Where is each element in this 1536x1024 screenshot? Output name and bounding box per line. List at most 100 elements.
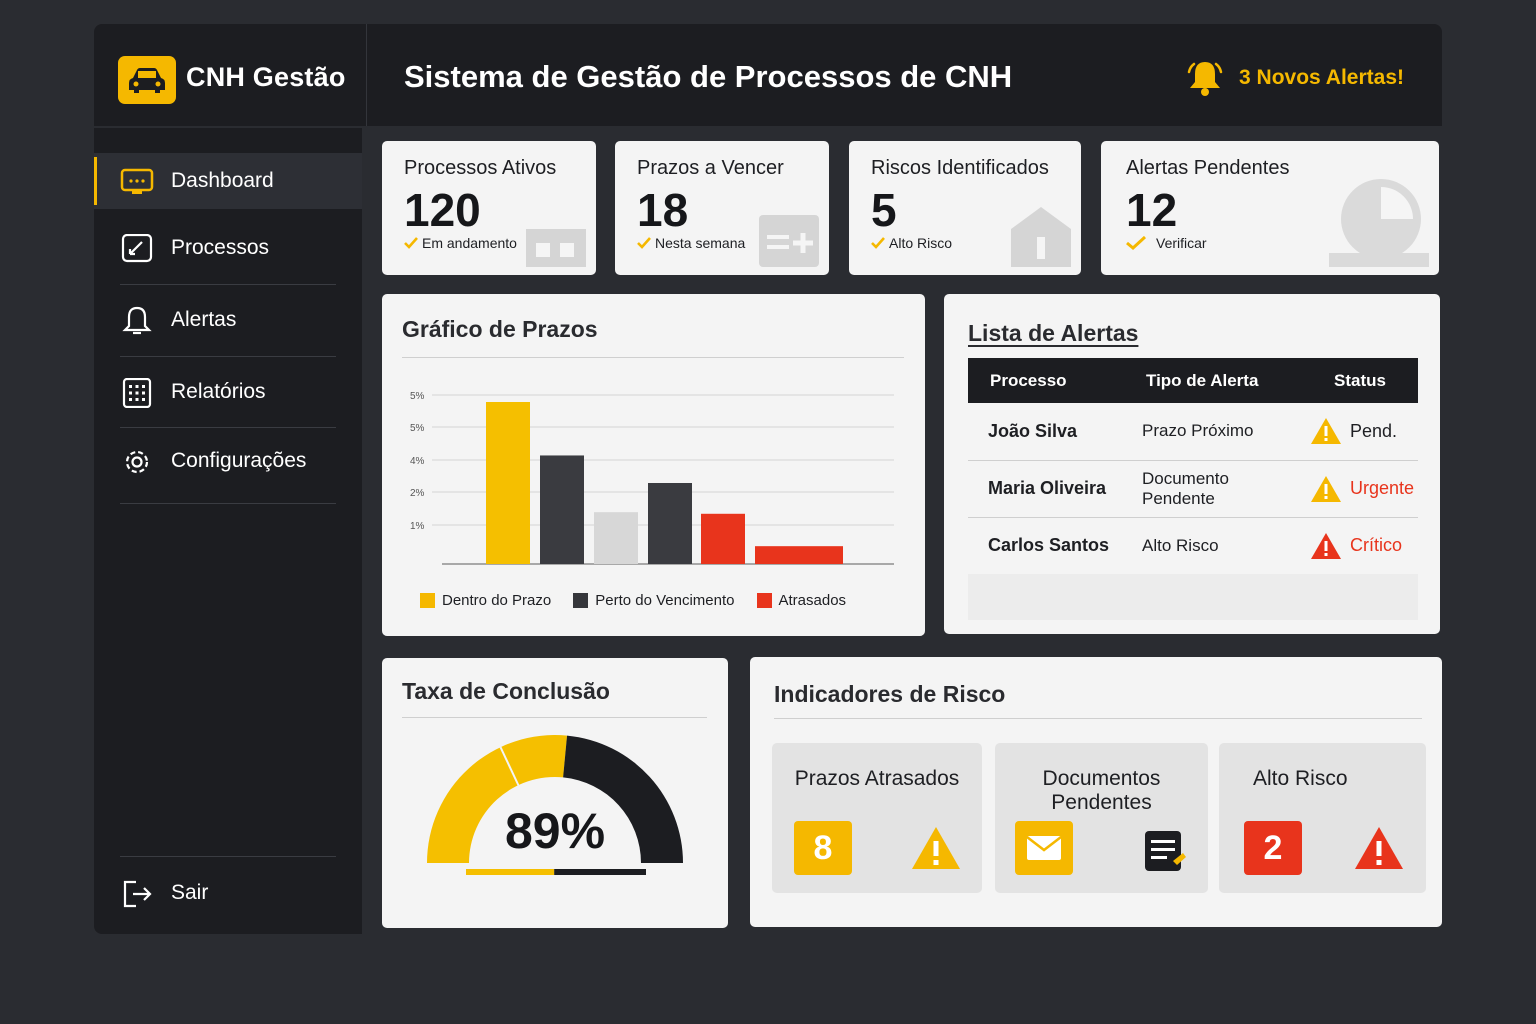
gauge-remaining-arc (563, 735, 683, 863)
stat-card-alertas-pendentes: Alertas Pendentes 12 Verificar (1101, 141, 1439, 275)
legend-label: Dentro do Prazo (442, 592, 552, 609)
risk-card-documentos-pendentes[interactable]: Documentos Pendentes (995, 743, 1208, 893)
sidebar-item-configuracoes[interactable]: Configurações (94, 433, 362, 489)
sidebar-item-processos[interactable]: Processos (94, 220, 362, 276)
sidebar: Dashboard Processos Alertas Relatórios (94, 128, 362, 934)
sidebar-item-alertas[interactable]: Alertas (94, 292, 362, 348)
y-tick-label: 1% (410, 521, 425, 532)
risk-panel: Indicadores de Risco Prazos Atrasados 8 … (750, 657, 1442, 927)
status-cell: Urgente (1292, 460, 1418, 518)
chart-bar[interactable] (701, 513, 745, 564)
legend-item: Atrasados (756, 592, 846, 609)
chart-bar[interactable] (594, 512, 638, 564)
critical-warning-icon (1355, 827, 1403, 869)
chart-bar[interactable] (486, 402, 530, 564)
risk-count-badge: 2 (1244, 821, 1302, 875)
stat-subtitle-text: Alto Risco (889, 235, 953, 251)
nav-divider (120, 427, 336, 428)
sidebar-item-dashboard[interactable]: Dashboard (94, 153, 362, 209)
chart-legend: Dentro do Prazo Perto do Vencimento Atra… (420, 592, 846, 609)
alerts-list-title: Lista de Alertas (968, 320, 1139, 346)
calendar-plus-icon (759, 215, 819, 267)
completion-title: Taxa de Conclusão (402, 678, 610, 704)
gauge-filled-arc (427, 735, 568, 863)
status-cell: Crítico (1292, 517, 1418, 575)
stat-value: 5 (871, 184, 897, 236)
alerts-table: Processo Tipo de Alerta Status João Silv… (968, 358, 1418, 575)
alerts-list-panel: Lista de Alertas Processo Tipo de Alerta… (944, 294, 1440, 634)
alerts-notification[interactable]: 3 Novos Alertas! (1185, 58, 1404, 98)
sidebar-item-label: Dashboard (171, 169, 274, 192)
y-tick-label: 5% (410, 391, 425, 402)
stat-subtitle-text: Verificar (1156, 235, 1207, 251)
stat-card-processos-ativos: Processos Ativos 120 Em andamento (382, 141, 596, 275)
alert-type-cell: Documento Pendente (1120, 460, 1292, 518)
y-tick-label: 5% (410, 423, 425, 434)
completion-panel: Taxa de Conclusão 89% (382, 658, 728, 928)
nav-divider (120, 856, 336, 857)
nav-divider (120, 503, 336, 504)
building-icon (526, 229, 586, 267)
brand-name: CNH Gestão (186, 62, 346, 92)
check-icon (637, 237, 651, 249)
chart-bar[interactable] (540, 455, 584, 564)
stat-value: 12 (1126, 184, 1178, 236)
house-shield-icon (1011, 207, 1071, 267)
gauge-divider (499, 746, 521, 788)
chart-bar[interactable] (648, 483, 692, 564)
sidebar-item-label: Alertas (171, 308, 237, 331)
risk-card-alto-risco[interactable]: Alto Risco 2 (1219, 743, 1426, 893)
stat-subtitle: Alto Risco (871, 235, 952, 251)
document-note-icon (1145, 831, 1186, 871)
progress-bar-track (554, 869, 646, 875)
table-row[interactable]: João Silva Prazo Próximo Pend. (968, 403, 1418, 461)
table-row[interactable]: Maria Oliveira Documento Pendente Urgent… (968, 460, 1418, 518)
alert-type-cell: Alto Risco (1120, 517, 1292, 575)
progress-bar-fill (466, 869, 555, 875)
stat-title: Processos Ativos (404, 157, 557, 179)
sidebar-item-label: Relatórios (171, 380, 266, 403)
legend-item: Perto do Vencimento (573, 592, 735, 609)
check-icon (1126, 236, 1146, 250)
processos-icon (120, 234, 154, 264)
warning-icon (1311, 418, 1341, 445)
logout-button[interactable]: Sair (94, 865, 362, 921)
y-tick-label: 4% (410, 456, 425, 467)
stat-subtitle-text: Nesta semana (655, 235, 746, 251)
panel-rule (402, 717, 707, 718)
sidebar-item-relatorios[interactable]: Relatórios (94, 364, 362, 420)
column-header: Status (1292, 358, 1418, 403)
risk-card-title: Prazos Atrasados (794, 767, 960, 790)
risk-count-badge: 8 (794, 821, 852, 875)
process-cell: João Silva (968, 403, 1120, 461)
sidebar-item-label: Configurações (171, 449, 307, 472)
alerts-count-text: 3 Novos Alertas! (1239, 66, 1404, 89)
stat-subtitle: Em andamento (404, 235, 517, 251)
panel-rule (402, 357, 904, 358)
logout-label: Sair (171, 881, 209, 904)
process-cell: Maria Oliveira (968, 460, 1120, 518)
legend-item: Dentro do Prazo (420, 592, 551, 609)
table-empty-row (968, 574, 1418, 620)
stat-subtitle: Nesta semana (637, 235, 745, 251)
stat-value: 18 (637, 184, 689, 236)
risk-card-prazos-atrasados[interactable]: Prazos Atrasados 8 (772, 743, 982, 893)
stat-card-prazos-a-vencer: Prazos a Vencer 18 Nesta semana (615, 141, 829, 275)
risk-card-title: Alto Risco (1253, 767, 1348, 790)
nav-divider (120, 356, 336, 357)
status-text: Pend. (1350, 420, 1398, 441)
column-header: Processo (968, 358, 1120, 403)
stat-title: Prazos a Vencer (637, 157, 784, 179)
chart-bar[interactable] (755, 546, 843, 564)
table-row[interactable]: Carlos Santos Alto Risco Crítico (968, 517, 1418, 575)
chart-panel-title: Gráfico de Prazos (402, 316, 598, 342)
stat-subtitle: Verificar (1126, 235, 1207, 251)
bar-chart: 5% 5% 4% 2% 1% (410, 391, 894, 565)
page-title: Sistema de Gestão de Processos de CNH (404, 59, 1013, 94)
check-icon (404, 237, 418, 249)
nav-divider (120, 284, 336, 285)
risk-card-title: Documentos Pendentes (1042, 767, 1161, 814)
dashboard-icon (120, 167, 154, 197)
legend-label: Perto do Vencimento (595, 592, 735, 609)
warning-icon (912, 827, 960, 869)
